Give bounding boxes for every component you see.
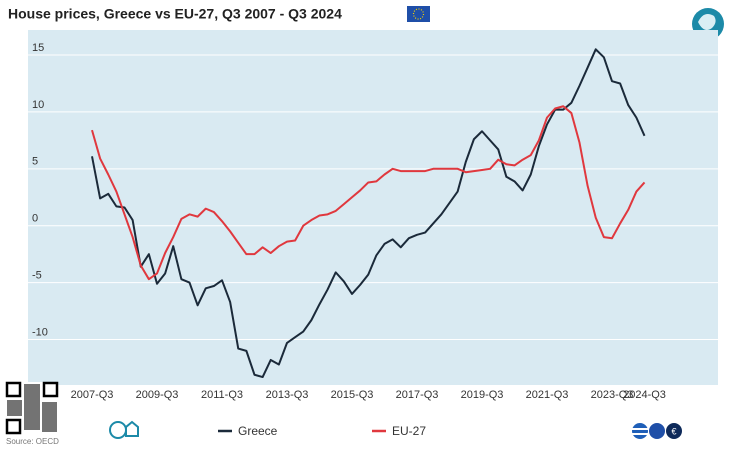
chart-title: House prices, Greece vs EU-27, Q3 2007 -…: [8, 6, 342, 22]
y-tick-label: -5: [32, 270, 42, 282]
house-icon: [109, 420, 139, 439]
legend-label: Greece: [238, 424, 278, 438]
legend-label: EU-27: [392, 424, 426, 438]
x-tick-label: 2024-Q3: [623, 389, 666, 401]
x-tick-label: 2009-Q3: [136, 389, 179, 401]
x-tick-label: 2013-Q3: [266, 389, 309, 401]
x-tick-label: 2023-Q3: [591, 389, 634, 401]
x-tick-label: 2021-Q3: [526, 389, 569, 401]
line-series: [91, 105, 646, 281]
eu-flag: [407, 6, 430, 22]
flags-icon: €: [632, 423, 682, 439]
y-tick-label: 0: [32, 213, 38, 225]
y-tick-label: 5: [32, 156, 38, 168]
x-tick-label: 2017-Q3: [396, 389, 439, 401]
x-tick-label: 2015-Q3: [331, 389, 374, 401]
line-series: [91, 48, 646, 379]
x-tick-label: 2011-Q3: [201, 389, 243, 401]
qr-code: [5, 381, 59, 435]
x-tick-label: 2007-Q3: [71, 389, 114, 401]
source: Source: OECD: [6, 437, 59, 446]
svg-text:€: €: [671, 426, 676, 436]
y-tick-label: -10: [32, 326, 48, 338]
plot-area: [28, 30, 718, 385]
x-tick-label: 2019-Q3: [461, 389, 504, 401]
y-tick-label: 10: [32, 99, 44, 111]
y-tick-label: 15: [32, 42, 44, 54]
